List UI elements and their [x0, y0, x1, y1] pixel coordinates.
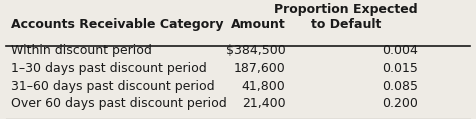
Text: 0.015: 0.015: [382, 62, 418, 75]
Text: 0.004: 0.004: [382, 44, 418, 57]
Text: $384,500: $384,500: [226, 44, 285, 57]
Text: Amount: Amount: [230, 18, 285, 31]
Text: 0.200: 0.200: [382, 97, 418, 110]
Text: Within discount period: Within discount period: [11, 44, 152, 57]
Text: Proportion Expected
to Default: Proportion Expected to Default: [274, 3, 418, 31]
Text: 187,600: 187,600: [234, 62, 285, 75]
Text: Over 60 days past discount period: Over 60 days past discount period: [11, 97, 227, 110]
Text: 21,400: 21,400: [242, 97, 285, 110]
Text: 0.085: 0.085: [382, 80, 418, 93]
Text: 1–30 days past discount period: 1–30 days past discount period: [11, 62, 207, 75]
Text: 41,800: 41,800: [242, 80, 285, 93]
Text: 31–60 days past discount period: 31–60 days past discount period: [11, 80, 215, 93]
Text: Accounts Receivable Category: Accounts Receivable Category: [11, 18, 223, 31]
